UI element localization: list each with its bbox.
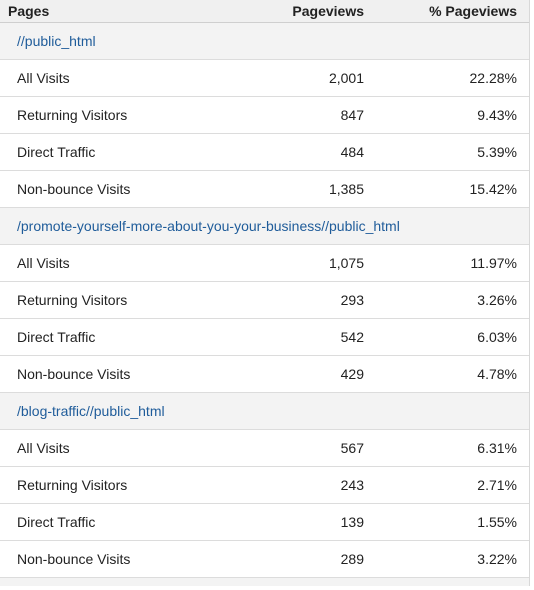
pct-pageviews-value: 1.55% bbox=[477, 514, 517, 530]
pageviews-value: 542 bbox=[340, 329, 364, 345]
segment-label: Direct Traffic bbox=[17, 144, 96, 160]
segment-label: Returning Visitors bbox=[17, 107, 128, 123]
table-footer-strip bbox=[0, 578, 529, 586]
pct-pageviews-value: 3.26% bbox=[477, 292, 517, 308]
page-group-row: //public_html bbox=[0, 23, 529, 60]
segment-label: Direct Traffic bbox=[17, 514, 96, 530]
pageviews-value: 567 bbox=[340, 440, 364, 456]
pct-pageviews-value: 15.42% bbox=[469, 181, 517, 197]
segment-label: Non-bounce Visits bbox=[17, 366, 131, 382]
pct-pageviews-value: 6.31% bbox=[477, 440, 517, 456]
table-row: Non-bounce Visits 289 3.22% bbox=[0, 541, 529, 578]
segment-label: All Visits bbox=[17, 255, 70, 271]
pct-pageviews-value: 6.03% bbox=[477, 329, 517, 345]
table-row: All Visits 567 6.31% bbox=[0, 430, 529, 467]
pct-pageviews-value: 4.78% bbox=[477, 366, 517, 382]
segment-label: Non-bounce Visits bbox=[17, 181, 131, 197]
table-row: Returning Visitors 847 9.43% bbox=[0, 97, 529, 134]
pct-pageviews-value: 5.39% bbox=[477, 144, 517, 160]
pageviews-value: 243 bbox=[340, 477, 364, 493]
pageviews-value: 293 bbox=[340, 292, 364, 308]
segment-label: Direct Traffic bbox=[17, 329, 96, 345]
table-row: Returning Visitors 293 3.26% bbox=[0, 282, 529, 319]
segment-label: All Visits bbox=[17, 440, 70, 456]
page-group-row: /blog-traffic//public_html bbox=[0, 393, 529, 430]
pageviews-value: 2,001 bbox=[328, 70, 364, 86]
pageviews-value: 847 bbox=[340, 107, 364, 123]
table-row: Non-bounce Visits 1,385 15.42% bbox=[0, 171, 529, 208]
pageviews-value: 484 bbox=[340, 144, 364, 160]
pageviews-value: 1,385 bbox=[328, 181, 364, 197]
pageviews-value: 429 bbox=[340, 366, 364, 382]
column-header-pct-pageviews[interactable]: % Pageviews bbox=[429, 3, 517, 19]
pct-pageviews-value: 9.43% bbox=[477, 107, 517, 123]
segment-label: Returning Visitors bbox=[17, 477, 128, 493]
pct-pageviews-value: 2.71% bbox=[477, 477, 517, 493]
segment-label: All Visits bbox=[17, 70, 70, 86]
table-row: Returning Visitors 243 2.71% bbox=[0, 467, 529, 504]
pageviews-value: 289 bbox=[340, 551, 364, 567]
column-header-pages[interactable]: Pages bbox=[8, 3, 50, 19]
table-row: All Visits 1,075 11.97% bbox=[0, 245, 529, 282]
table-header: Pages Pageviews % Pageviews bbox=[0, 0, 529, 23]
table-row: Direct Traffic 484 5.39% bbox=[0, 134, 529, 171]
pageviews-value: 1,075 bbox=[328, 255, 364, 271]
page-group-row: /promote-yourself-more-about-you-your-bu… bbox=[0, 208, 529, 245]
pageviews-value: 139 bbox=[340, 514, 364, 530]
table-row: Direct Traffic 542 6.03% bbox=[0, 319, 529, 356]
pct-pageviews-value: 11.97% bbox=[470, 255, 517, 271]
page-link[interactable]: /blog-traffic//public_html bbox=[17, 403, 165, 419]
segment-label: Non-bounce Visits bbox=[17, 551, 131, 567]
pct-pageviews-value: 3.22% bbox=[477, 551, 517, 567]
column-header-pageviews[interactable]: Pageviews bbox=[292, 3, 364, 19]
segment-label: Returning Visitors bbox=[17, 292, 128, 308]
page-link[interactable]: /promote-yourself-more-about-you-your-bu… bbox=[17, 218, 400, 234]
page-link[interactable]: //public_html bbox=[17, 33, 96, 49]
pct-pageviews-value: 22.28% bbox=[469, 70, 517, 86]
table-row: Non-bounce Visits 429 4.78% bbox=[0, 356, 529, 393]
table-row: Direct Traffic 139 1.55% bbox=[0, 504, 529, 541]
table-row: All Visits 2,001 22.28% bbox=[0, 60, 529, 97]
